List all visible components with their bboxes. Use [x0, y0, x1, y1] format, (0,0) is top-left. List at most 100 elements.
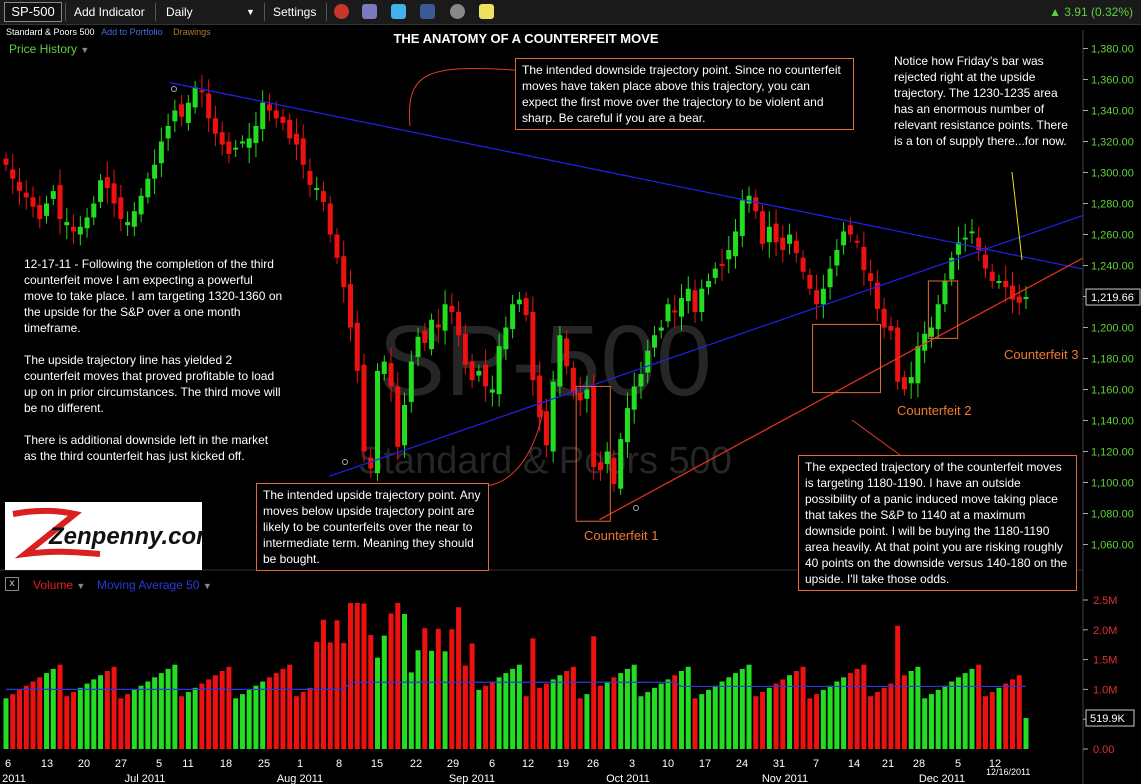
symbol-input[interactable]: SP-500	[4, 2, 62, 22]
volume-bar	[604, 681, 610, 749]
candle	[483, 364, 489, 387]
volume-bar	[739, 668, 745, 749]
volume-bar	[753, 696, 759, 749]
note-icon[interactable]	[479, 4, 494, 19]
volume-bar	[1016, 675, 1022, 749]
month-label: Sep 2011	[449, 773, 495, 784]
volume-indicator-label[interactable]: Volume ▼	[33, 578, 85, 592]
candle	[766, 226, 772, 243]
candle	[476, 370, 482, 376]
candle	[246, 138, 252, 148]
price-axis: 1,060.00 1,080.00 1,100.00 1,120.00 1,140.00…	[1083, 44, 1141, 552]
date-tick-label: 31	[773, 758, 785, 770]
candle	[719, 263, 725, 266]
volume-bar	[165, 668, 171, 749]
candle	[881, 308, 887, 328]
candle	[530, 312, 536, 381]
volume-bar	[726, 677, 732, 749]
anchor-point	[171, 86, 177, 92]
volume-bar	[266, 677, 272, 749]
interval-select[interactable]: Daily	[166, 5, 193, 19]
volume-bar	[50, 668, 56, 749]
settings-button[interactable]: Settings	[273, 5, 317, 19]
candle	[165, 126, 171, 139]
volume-bar	[584, 694, 590, 749]
candle	[300, 138, 306, 165]
candle	[17, 181, 23, 192]
chevron-down-icon[interactable]: ▼	[246, 7, 255, 17]
volume-bar	[773, 683, 779, 749]
date-tick-label: 13	[41, 758, 53, 770]
candle	[996, 281, 1002, 283]
volume-bar	[341, 642, 347, 749]
volume-bar	[962, 673, 968, 749]
volume-bar	[23, 685, 29, 749]
date-tick-label: 3	[629, 758, 635, 770]
volume-bar	[381, 635, 387, 749]
volume-bar	[631, 664, 637, 749]
price-tick-label: 1,060.00	[1091, 540, 1134, 552]
month-label: Dec 2011	[919, 773, 965, 784]
volume-bar	[706, 689, 712, 749]
calculator-icon[interactable]	[362, 4, 377, 19]
binoculars-icon[interactable]	[450, 4, 465, 19]
volume-bar	[408, 672, 414, 749]
last-price-box	[1085, 288, 1141, 306]
candle	[145, 178, 151, 198]
candle	[928, 327, 934, 337]
volume-bar	[543, 683, 549, 749]
candle	[543, 411, 549, 446]
candle	[348, 284, 354, 328]
date-tick-label: 12	[989, 758, 1001, 770]
candle	[787, 234, 793, 244]
clock-icon[interactable]	[334, 4, 349, 19]
volume-bar	[327, 642, 333, 749]
date-tick-label: 5	[156, 758, 162, 770]
candle	[800, 257, 806, 272]
volume-bar	[820, 689, 826, 749]
date-tick-label: 25	[258, 758, 270, 770]
logo-text: Zenpenny.com	[48, 523, 202, 550]
candle	[307, 170, 313, 185]
candle	[98, 180, 104, 202]
chevron-down-icon: ▼	[80, 45, 90, 55]
volume-bar	[793, 670, 799, 749]
volume-bar	[44, 673, 50, 749]
candle	[503, 327, 509, 350]
candle	[212, 118, 218, 134]
candle	[699, 288, 705, 312]
date-tick-label: 14	[848, 758, 860, 770]
add-indicator-button[interactable]: Add Indicator	[74, 5, 145, 19]
candle	[375, 370, 381, 474]
drawings-link[interactable]: Drawings	[173, 27, 211, 37]
price-history-menu[interactable]: Price History ▼	[9, 42, 89, 56]
candle	[449, 305, 455, 312]
commentary-left: 12-17-11 - Following the completion of t…	[24, 257, 283, 463]
candle	[185, 102, 191, 123]
twitter-icon[interactable]	[391, 4, 406, 19]
volume-bar	[118, 698, 124, 749]
divider	[65, 3, 66, 21]
candle	[64, 222, 70, 226]
date-tick-label: 1	[297, 758, 303, 770]
volume-bar	[888, 683, 894, 749]
volume-bar	[64, 696, 70, 749]
moving-average-label[interactable]: Moving Average 50 ▼	[97, 578, 212, 592]
volume-bar	[901, 675, 907, 749]
add-to-portfolio-link[interactable]: Add to Portfolio	[101, 27, 163, 37]
facebook-icon[interactable]	[420, 4, 435, 19]
candle	[631, 386, 637, 410]
volume-bar	[895, 625, 901, 749]
candle	[922, 333, 928, 351]
candle	[773, 223, 779, 243]
moving-average-label-text: Moving Average 50	[97, 578, 200, 592]
volume-bar	[530, 638, 536, 749]
candle	[739, 200, 745, 237]
counterfeit-3-label: Counterfeit 3	[1004, 347, 1079, 362]
close-icon[interactable]: x	[5, 577, 19, 591]
candle	[71, 226, 77, 232]
volume-bar	[348, 602, 354, 749]
last-volume-box	[1085, 709, 1135, 727]
volume-bar	[807, 698, 813, 749]
volume-bar	[969, 668, 975, 749]
